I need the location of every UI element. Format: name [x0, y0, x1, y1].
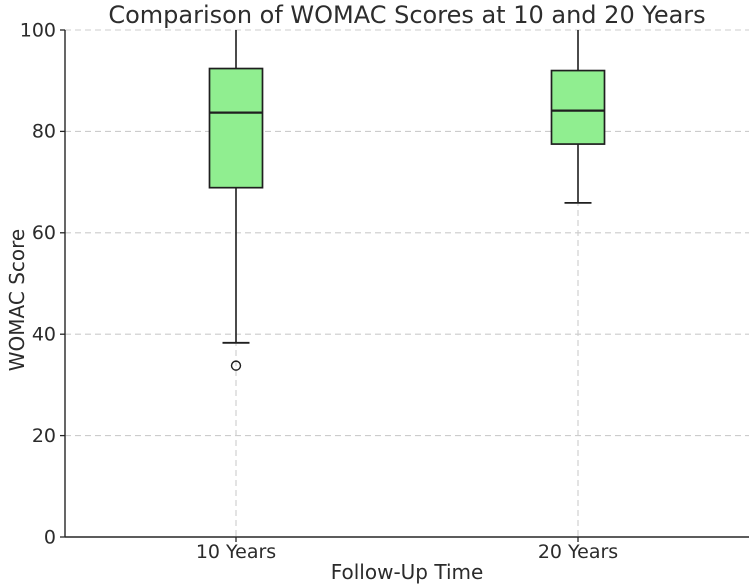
x-axis-label: Follow-Up Time — [330, 560, 484, 584]
outlier-marker-10-years — [230, 360, 242, 371]
chart-title: Comparison of WOMAC Scores at 10 and 20 … — [108, 1, 706, 29]
y-tick-label: 60 — [32, 222, 56, 244]
box-10-years — [208, 67, 264, 189]
y-tick-label: 0 — [44, 526, 56, 548]
x-tick-label: 10 Years — [196, 541, 276, 563]
y-tick-label: 100 — [20, 19, 56, 41]
y-tick-label: 40 — [32, 323, 56, 345]
box-20-years — [550, 69, 606, 145]
x-tick-label: 20 Years — [538, 541, 618, 563]
y-tick-label: 80 — [32, 121, 56, 143]
y-tick-label: 20 — [32, 425, 56, 447]
